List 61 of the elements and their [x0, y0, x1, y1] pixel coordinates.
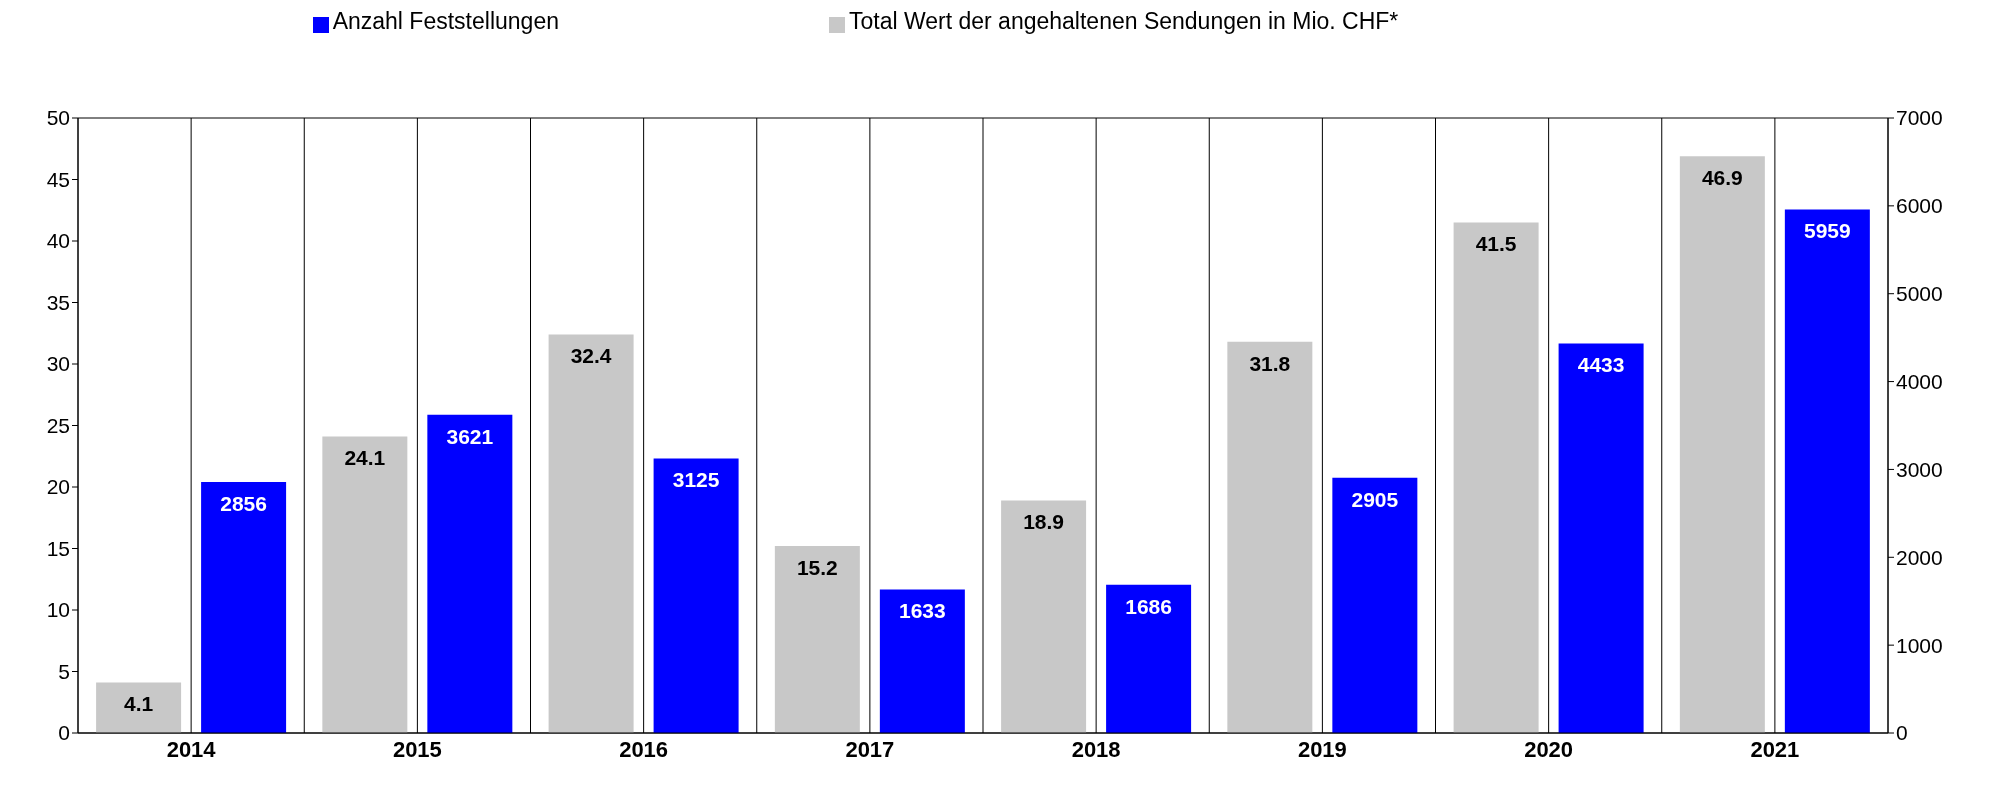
- data-label: 3125: [672, 468, 720, 492]
- bar: [1558, 343, 1644, 733]
- y2-tick-label: 0: [1896, 721, 1908, 745]
- bar: [774, 546, 860, 733]
- x-tick-label: 2014: [166, 736, 217, 762]
- legend-label: Total Wert der angehaltenen Sendungen in Mio. CHF*: [848, 8, 1399, 34]
- bar: [96, 682, 182, 733]
- data-label: 46.9: [1701, 166, 1743, 190]
- data-label: 31.8: [1249, 351, 1291, 375]
- y2-tick-label: 4000: [1896, 370, 1943, 394]
- y-tick-label: 5: [58, 659, 70, 683]
- y-tick-label: 45: [46, 167, 70, 191]
- data-label: 2905: [1351, 487, 1399, 511]
- y2-tick-label: 5000: [1896, 282, 1943, 306]
- y2-tick-label: 7000: [1896, 106, 1943, 130]
- data-label: 4.1: [124, 692, 154, 716]
- y-tick-label: 35: [46, 290, 70, 314]
- bar: [1784, 209, 1870, 733]
- bar: [1106, 584, 1192, 733]
- data-label: 41.5: [1475, 232, 1517, 256]
- y-tick-label: 15: [46, 536, 70, 560]
- y-tick-label: 40: [46, 229, 70, 253]
- bar: [427, 414, 513, 733]
- data-label: 3621: [446, 424, 494, 448]
- x-tick-label: 2015: [392, 736, 442, 762]
- bar: [548, 334, 634, 733]
- y2-tick-label: 2000: [1896, 545, 1943, 569]
- y2-tick-label: 1000: [1896, 633, 1943, 657]
- x-tick-label: 2021: [1750, 736, 1800, 762]
- y-tick-label: 0: [58, 721, 70, 745]
- y-tick-label: 25: [46, 413, 70, 437]
- bar: [1227, 341, 1313, 733]
- y2-tick-label: 6000: [1896, 194, 1943, 218]
- x-tick-label: 2016: [619, 736, 669, 762]
- data-label: 18.9: [1023, 510, 1065, 534]
- y-tick-label: 20: [46, 475, 70, 499]
- x-tick-label: 2019: [1297, 736, 1347, 762]
- data-label: 15.2: [796, 555, 838, 579]
- data-label: 24.1: [344, 446, 386, 470]
- bar: [653, 458, 739, 733]
- y-tick-label: 30: [46, 352, 70, 376]
- y2-tick-label: 3000: [1896, 457, 1943, 481]
- bar: [879, 589, 965, 733]
- y-tick-label: 50: [46, 106, 70, 130]
- legend-label: Anzahl Feststellungen: [332, 8, 559, 34]
- x-tick-label: 2020: [1524, 736, 1574, 762]
- bar: [1453, 222, 1539, 733]
- x-tick-label: 2018: [1071, 736, 1121, 762]
- x-tick-label: 2017: [845, 736, 895, 762]
- bar: [322, 436, 408, 733]
- bar: [1679, 156, 1765, 733]
- data-label: 2856: [220, 491, 267, 515]
- data-label: 1633: [898, 599, 946, 623]
- data-label: 5959: [1803, 219, 1851, 243]
- bar: [1332, 477, 1418, 733]
- data-label: 1686: [1125, 594, 1172, 618]
- data-label: 32.4: [570, 344, 612, 368]
- bar: [1001, 500, 1087, 733]
- data-label: 4433: [1577, 353, 1625, 377]
- bar: [201, 482, 287, 733]
- y-tick-label: 10: [46, 598, 70, 622]
